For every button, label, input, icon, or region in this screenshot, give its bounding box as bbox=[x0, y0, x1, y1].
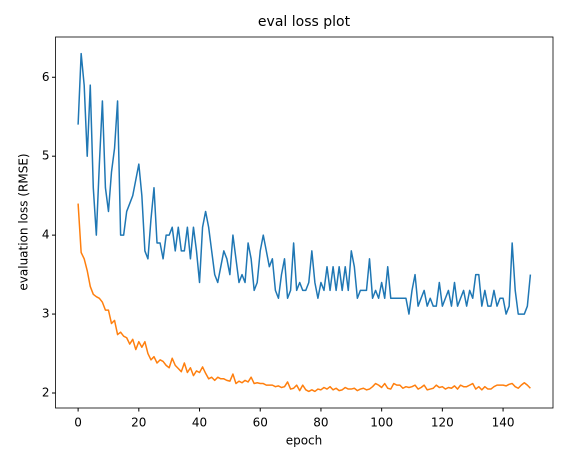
x-axis-label: epoch bbox=[286, 434, 323, 448]
x-tick-label: 20 bbox=[131, 416, 146, 430]
y-tick-label: 4 bbox=[42, 228, 50, 242]
x-tick-label: 140 bbox=[492, 416, 515, 430]
x-tick-label: 60 bbox=[253, 416, 268, 430]
series-line bbox=[77, 203, 531, 393]
y-tick-label: 2 bbox=[42, 386, 50, 400]
plot-frame bbox=[55, 36, 554, 409]
x-tick-label: 100 bbox=[370, 416, 393, 430]
chart-title: eval loss plot bbox=[258, 14, 351, 30]
x-tick-label: 120 bbox=[431, 416, 454, 430]
y-tick-label: 3 bbox=[42, 307, 50, 321]
y-axis-label: evaluation loss (RMSE) bbox=[17, 153, 31, 290]
y-tick-label: 6 bbox=[42, 70, 50, 84]
x-tick-label: 80 bbox=[313, 416, 328, 430]
y-tick-label: 5 bbox=[42, 149, 50, 163]
series-line bbox=[77, 52, 532, 315]
x-tick-label: 40 bbox=[192, 416, 207, 430]
x-tick-label: 0 bbox=[74, 416, 82, 430]
